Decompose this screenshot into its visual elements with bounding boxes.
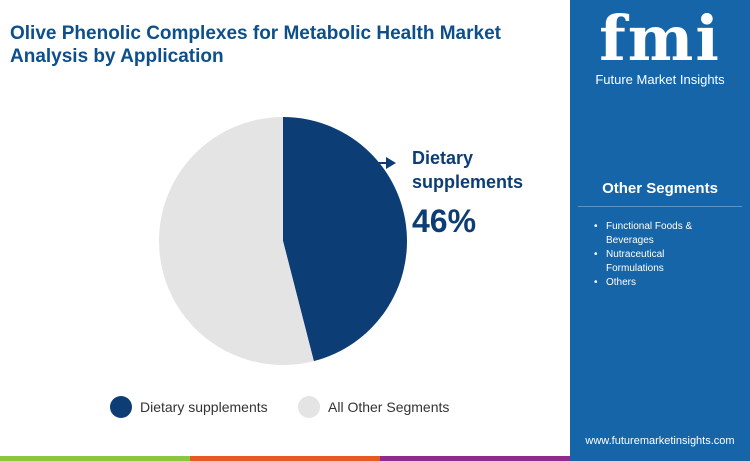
pie-slice-all-other-segments — [158, 117, 314, 365]
pie-slice-dietary-supplements — [283, 117, 407, 362]
segment-item: Others — [594, 276, 714, 290]
chart-title: Olive Phenolic Complexes for Metabolic H… — [10, 23, 501, 67]
other-segments-list: Functional Foods & Beverages Nutraceutic… — [594, 220, 714, 290]
stripe-purple — [380, 456, 570, 461]
segment-item: Functional Foods & Beverages — [594, 220, 714, 248]
stripe-green — [0, 456, 190, 461]
legend-item-dietary: Dietary supplements — [110, 396, 268, 418]
fmi-logo: fmi Future Market Insights — [570, 8, 750, 88]
legend-label: All Other Segments — [328, 399, 450, 415]
brand-name: Future Market Insights — [595, 72, 725, 87]
callout-arrow-head — [386, 157, 396, 169]
highlight-callout: Dietary supplements 46% — [412, 146, 542, 238]
divider — [578, 206, 742, 207]
legend-label: Dietary supplements — [140, 399, 268, 415]
callout-label: Dietary supplements — [412, 148, 524, 192]
legend-item-other: All Other Segments — [298, 396, 449, 418]
callout-value: 46% — [412, 203, 477, 239]
pie-chart — [158, 117, 407, 365]
segment-item: Nutraceutical Formulations — [594, 248, 704, 276]
brand-panel: fmi Future Market Insights Other Segment… — [570, 0, 750, 461]
stripe-orange — [190, 456, 380, 461]
legend-swatch — [298, 396, 320, 418]
legend-swatch — [110, 396, 132, 418]
other-segments-title: Other Segments — [602, 180, 718, 197]
website-url: www.futuremarketinsights.com — [585, 435, 735, 447]
